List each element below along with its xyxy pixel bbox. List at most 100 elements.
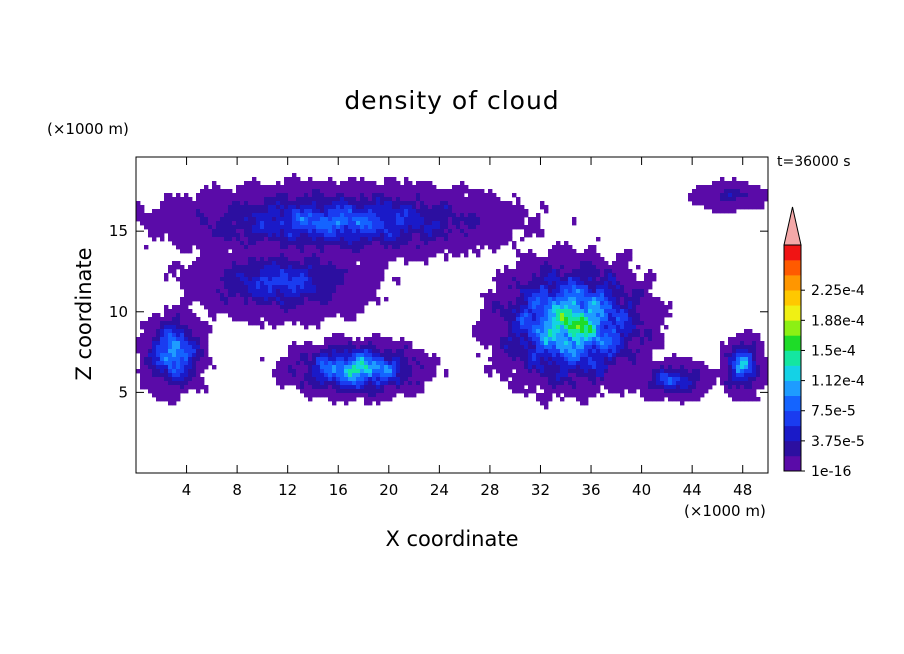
density-cell (412, 385, 417, 390)
density-cell (724, 349, 729, 354)
density-cell (200, 197, 205, 202)
density-cell (372, 341, 377, 346)
density-cell (572, 297, 577, 302)
density-cell (152, 325, 157, 330)
density-cell (240, 237, 245, 242)
density-cell (172, 377, 177, 382)
density-cell (628, 365, 633, 370)
density-cell (272, 301, 277, 306)
density-cell (508, 333, 513, 338)
density-cell (276, 365, 281, 370)
density-cell (376, 253, 381, 258)
density-cell (300, 193, 305, 198)
density-cell (288, 365, 293, 370)
density-cell (276, 289, 281, 294)
density-cell (572, 337, 577, 342)
density-cell (552, 345, 557, 350)
density-cell (388, 185, 393, 190)
density-cell (312, 297, 317, 302)
density-cell (372, 209, 377, 214)
density-cell (224, 257, 229, 262)
density-cell (416, 353, 421, 358)
density-cell (252, 197, 257, 202)
density-cell (356, 373, 361, 378)
density-cell (372, 277, 377, 282)
density-cell (232, 277, 237, 282)
density-cell (368, 341, 373, 346)
density-cell (176, 365, 181, 370)
density-cell (576, 265, 581, 270)
density-cell (648, 361, 653, 366)
density-cell (568, 345, 573, 350)
density-cell (688, 369, 693, 374)
density-cell (216, 237, 221, 242)
density-cell (576, 333, 581, 338)
density-cell (496, 273, 501, 278)
density-cell (264, 217, 269, 222)
density-cell (324, 373, 329, 378)
density-cell (208, 201, 213, 206)
density-cell (364, 377, 369, 382)
density-cell (216, 229, 221, 234)
density-cell (404, 181, 409, 186)
density-cell (620, 289, 625, 294)
density-cell (344, 185, 349, 190)
density-cell (256, 233, 261, 238)
density-cell (292, 381, 297, 386)
density-cell (396, 365, 401, 370)
density-cell (536, 229, 541, 234)
density-cell (528, 349, 533, 354)
density-cell (552, 309, 557, 314)
density-cell (320, 293, 325, 298)
density-cell (236, 301, 241, 306)
density-cell (328, 181, 333, 186)
density-cell (304, 381, 309, 386)
density-cell (748, 357, 753, 362)
density-cell (176, 361, 181, 366)
density-cell (620, 369, 625, 374)
density-cell (284, 245, 289, 250)
density-cell (164, 325, 169, 330)
density-cell (324, 249, 329, 254)
density-cell (296, 181, 301, 186)
density-cell (528, 285, 533, 290)
density-cell (604, 321, 609, 326)
density-cell (284, 213, 289, 218)
density-cell (516, 381, 521, 386)
density-cell (668, 301, 673, 306)
density-cell (264, 245, 269, 250)
density-cell (368, 229, 373, 234)
density-cell (164, 361, 169, 366)
density-cell (584, 313, 589, 318)
density-cell (424, 209, 429, 214)
density-cell (256, 229, 261, 234)
density-cell (544, 309, 549, 314)
density-cell (368, 265, 373, 270)
density-cell (564, 361, 569, 366)
density-cell (628, 329, 633, 334)
density-cell (364, 385, 369, 390)
density-cell (676, 373, 681, 378)
density-cell (280, 357, 285, 362)
density-cell (348, 285, 353, 290)
density-cell (340, 197, 345, 202)
density-cell (200, 349, 205, 354)
density-cell (268, 317, 273, 322)
density-cell (380, 217, 385, 222)
density-cell (540, 333, 545, 338)
density-cell (660, 377, 665, 382)
density-cell (548, 341, 553, 346)
density-cell (232, 309, 237, 314)
density-cell (376, 349, 381, 354)
density-cell (256, 297, 261, 302)
density-cell (184, 241, 189, 246)
density-cell (588, 337, 593, 342)
density-cell (616, 285, 621, 290)
density-cell (176, 321, 181, 326)
density-cell (580, 369, 585, 374)
density-cell (484, 305, 489, 310)
density-cell (556, 381, 561, 386)
density-cell (544, 301, 549, 306)
density-cell (564, 345, 569, 350)
density-cell (304, 321, 309, 326)
